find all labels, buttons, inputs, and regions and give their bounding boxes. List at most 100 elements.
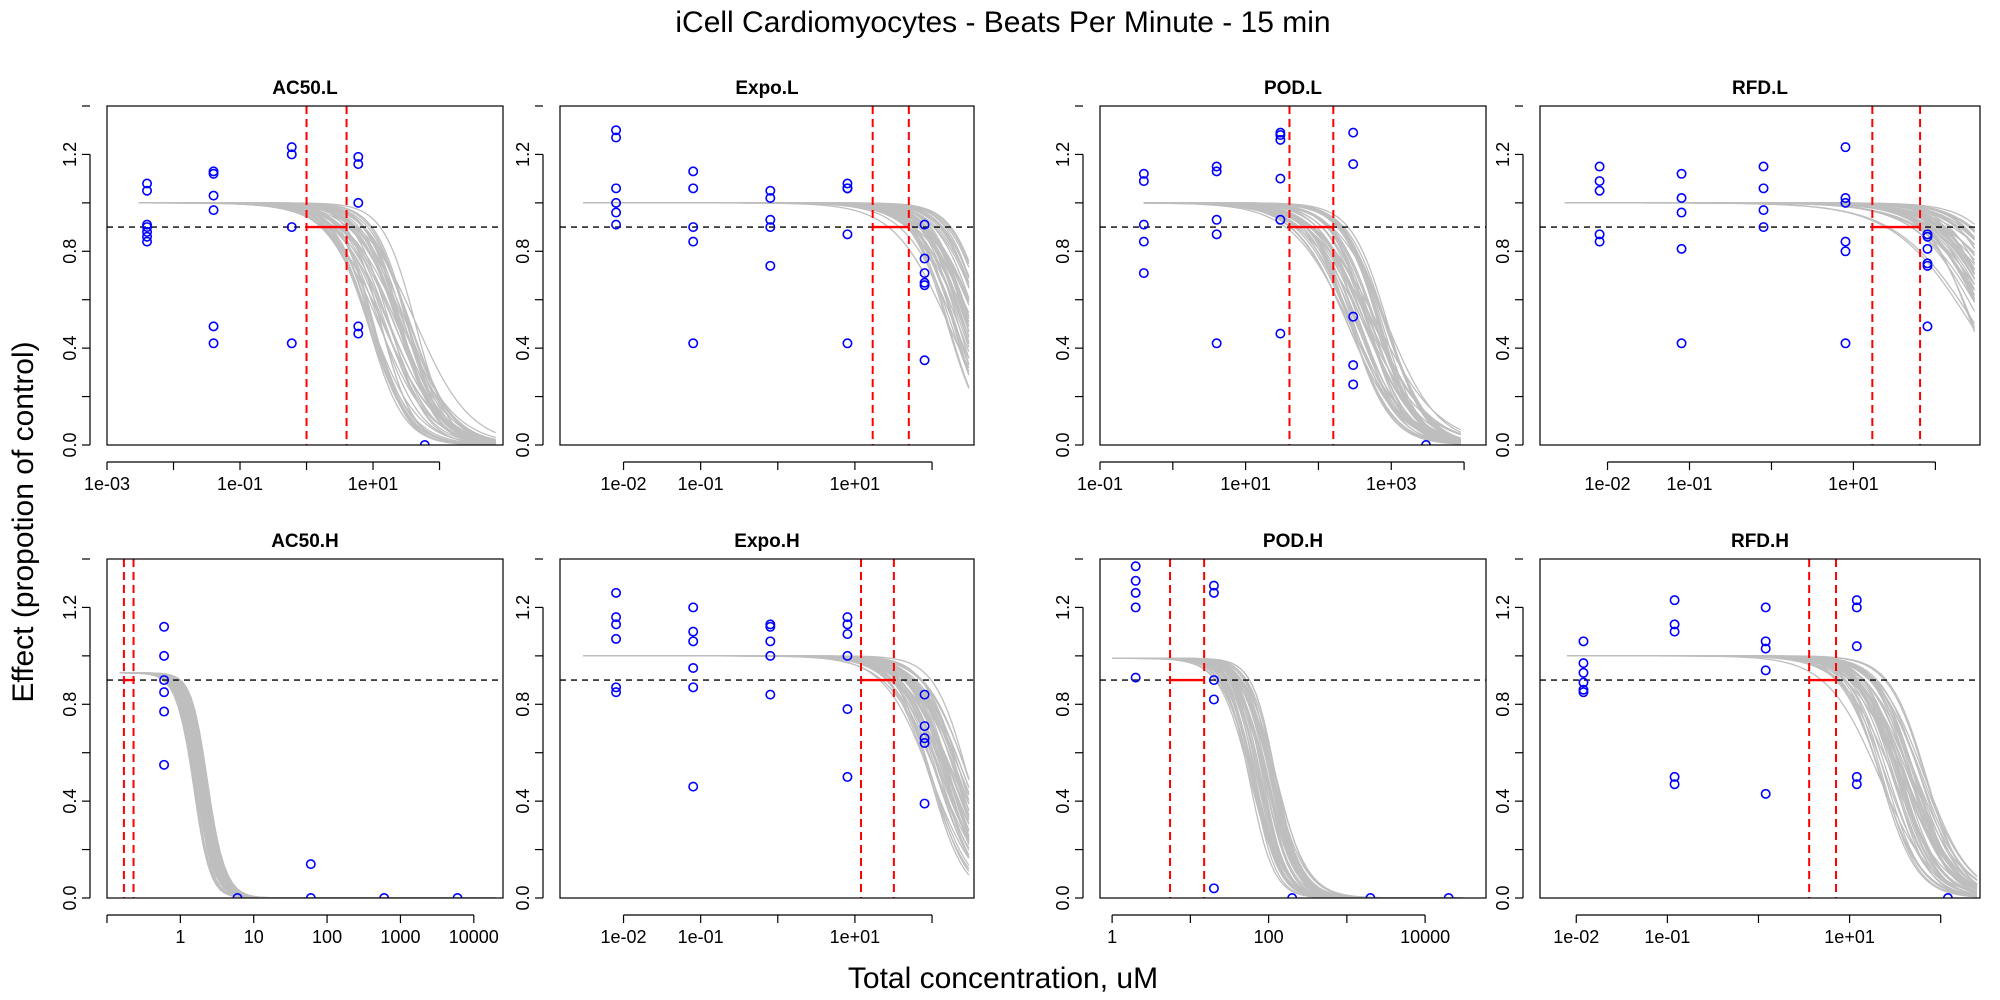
- data-point: [1594, 236, 1605, 247]
- fitted-curve: [138, 202, 497, 434]
- data-point: [1578, 636, 1589, 647]
- fitted-curve: [1143, 202, 1461, 444]
- fitted-curve: [119, 672, 496, 898]
- fitted-curve: [119, 672, 496, 898]
- data-point: [286, 142, 297, 153]
- x-tick-label: 1: [175, 927, 185, 947]
- data-point: [1922, 321, 1933, 332]
- fitted-curve: [1567, 655, 1978, 887]
- fitted-curve: [119, 672, 496, 898]
- x-tick-label: 1e+01: [348, 474, 399, 494]
- x-tick-label: 1e-02: [601, 927, 647, 947]
- x-tick-label: 1e-01: [678, 927, 724, 947]
- fitted-curve: [1567, 655, 1978, 886]
- data-point: [1211, 166, 1222, 177]
- fitted-curve: [119, 672, 496, 898]
- data-point: [208, 205, 219, 216]
- data-point: [1578, 677, 1589, 688]
- data-point: [1851, 779, 1862, 790]
- plot-area: [1100, 559, 1486, 898]
- data-point: [765, 185, 776, 196]
- fitted-curve: [119, 672, 496, 898]
- fitted-curve: [119, 672, 496, 898]
- data-point: [1594, 176, 1605, 187]
- data-point: [142, 226, 153, 237]
- fitted-curve: [1567, 655, 1978, 889]
- y-tick-label: 0.8: [1053, 239, 1073, 264]
- data-point: [1758, 222, 1769, 233]
- x-tick-label: 10: [244, 927, 264, 947]
- data-point: [842, 650, 853, 661]
- data-point: [142, 185, 153, 196]
- x-tick-label: 1e-02: [601, 474, 647, 494]
- data-point: [1851, 595, 1862, 606]
- chart-panel: RFD.L 0.0 0.4 0.8 1.2 1e-02 1e-01 1e+01: [1493, 78, 1981, 494]
- data-point: [1758, 161, 1769, 172]
- data-point: [919, 738, 930, 749]
- data-point: [842, 629, 853, 640]
- x-tick-label: 100: [312, 927, 342, 947]
- data-point: [611, 682, 622, 693]
- fitted-curve: [119, 672, 496, 898]
- y-tick-label: 1.2: [1053, 142, 1073, 167]
- data-point: [919, 268, 930, 279]
- fitted-curve: [119, 672, 496, 898]
- fitted-curve: [1567, 655, 1978, 891]
- data-point: [1594, 185, 1605, 196]
- data-point: [1130, 587, 1141, 598]
- fitted-curve: [119, 672, 496, 898]
- y-tick-label: 1.2: [513, 595, 533, 620]
- chart-panel: POD.L 0.0 0.4 0.8 1.2 1e-01 1e+01 1e+03: [1053, 78, 1487, 494]
- data-point: [611, 587, 622, 598]
- data-point: [1669, 626, 1680, 637]
- y-tick-label: 0.0: [1493, 885, 1513, 910]
- data-point: [688, 781, 699, 792]
- fitted-curve: [119, 672, 496, 898]
- data-point: [208, 321, 219, 332]
- y-tick-label: 0.0: [1053, 432, 1073, 457]
- data-point: [208, 168, 219, 179]
- fitted-curve: [119, 672, 496, 898]
- panel-title: Expo.L: [735, 78, 799, 99]
- data-point: [1208, 675, 1219, 686]
- plot-frame: [106, 558, 504, 899]
- data-point: [1840, 338, 1851, 349]
- data-point: [1851, 641, 1862, 652]
- x-tick-label: 1e+01: [1220, 474, 1271, 494]
- data-point: [1211, 338, 1222, 349]
- y-tick-label: 0.0: [1053, 885, 1073, 910]
- data-point: [765, 222, 776, 233]
- y-tick-label: 0.0: [513, 432, 533, 457]
- data-point: [688, 166, 699, 177]
- plot-area: [1100, 106, 1486, 445]
- fitted-curve: [583, 655, 970, 866]
- data-point: [919, 280, 930, 291]
- y-tick-label: 1.2: [513, 142, 533, 167]
- data-point: [1208, 883, 1219, 894]
- fitted-curve: [119, 672, 496, 898]
- fitted-curve: [1567, 655, 1978, 889]
- data-point: [1138, 219, 1149, 230]
- fitted-curve: [1112, 657, 1463, 898]
- y-axis-label: Effect (propotion of control): [7, 341, 40, 702]
- x-tick-label: 1e-01: [1077, 474, 1123, 494]
- data-point: [1760, 643, 1771, 654]
- data-point: [1275, 328, 1286, 339]
- panel-title: POD.H: [1263, 531, 1323, 552]
- y-tick-label: 0.4: [1053, 336, 1073, 361]
- plot-frame: [559, 558, 975, 899]
- y-tick-label: 0.0: [513, 885, 533, 910]
- x-tick-label: 1000: [380, 927, 420, 947]
- data-point: [611, 619, 622, 630]
- y-tick-label: 0.8: [1493, 239, 1513, 264]
- plot-frame: [559, 105, 975, 446]
- data-point: [1669, 779, 1680, 790]
- data-point: [1840, 246, 1851, 257]
- fitted-curve: [119, 672, 496, 898]
- fitted-curve: [1567, 655, 1978, 891]
- data-point: [208, 190, 219, 201]
- x-tick-label: 1e-03: [84, 474, 130, 494]
- data-point: [842, 229, 853, 240]
- data-point: [688, 602, 699, 613]
- data-point: [1594, 161, 1605, 172]
